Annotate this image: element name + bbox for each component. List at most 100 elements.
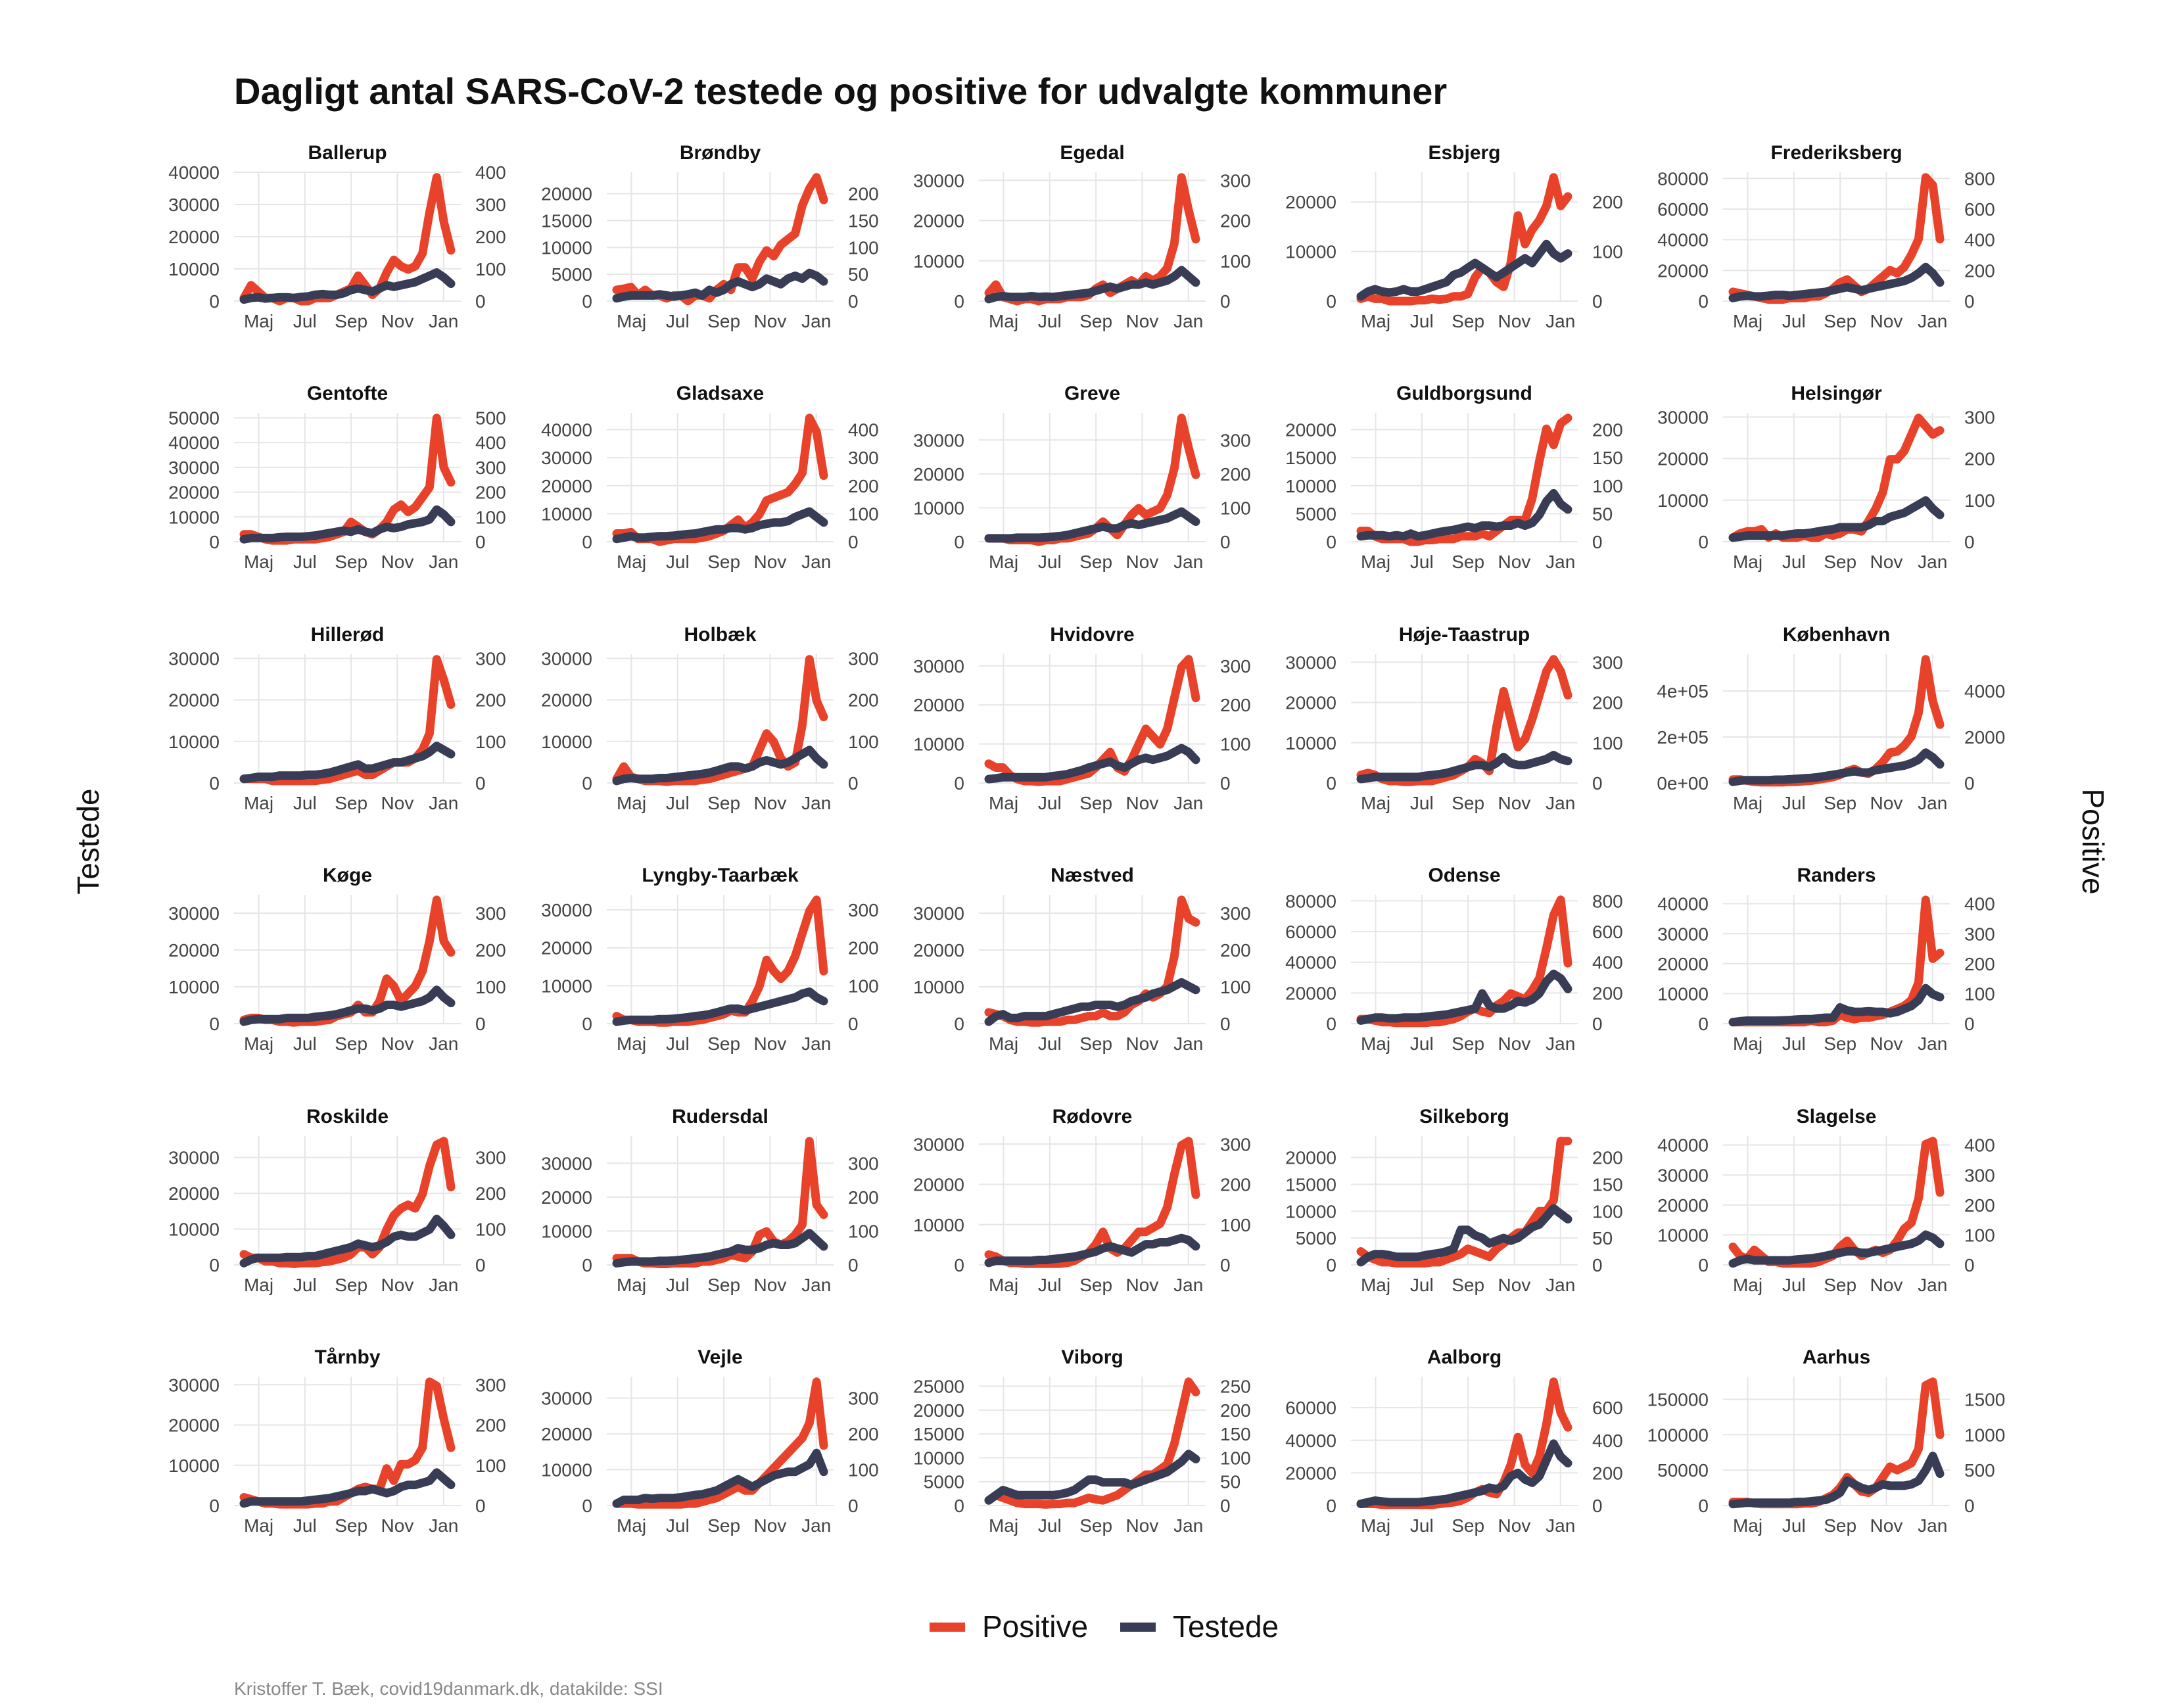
right-tick-label: 200 [475, 1415, 506, 1436]
series-line-testede [1728, 1230, 1945, 1268]
left-tick-label: 20000 [913, 1400, 964, 1421]
right-tick-label: 2000 [1964, 727, 2005, 747]
left-tick-label: 30000 [541, 900, 592, 920]
left-tick-label: 10000 [913, 251, 964, 272]
right-tick-label: 200 [848, 1424, 879, 1444]
left-tick-label: 60000 [1657, 199, 1709, 220]
month-tick-label: Sep [1452, 1033, 1484, 1054]
right-tick-label: 1000 [1964, 1425, 2005, 1445]
month-tick-label: Maj [1733, 311, 1762, 331]
month-tick-label: Jan [429, 552, 458, 572]
right-tick-label: 300 [475, 1375, 506, 1395]
month-tick-label: Jul [1410, 311, 1434, 331]
right-tick-label: 800 [1964, 168, 1995, 189]
series-line-positive [1356, 1137, 1572, 1268]
month-tick-label: Jan [801, 552, 831, 572]
right-tick-label: 200 [848, 476, 879, 496]
month-tick-label: Sep [1824, 1033, 1856, 1054]
month-tick-label: Maj [1361, 1033, 1390, 1054]
panel-title: Gladsaxe [676, 383, 764, 404]
right-tick-label: 400 [1964, 1135, 1995, 1156]
right-tick-label: 50 [1220, 1472, 1241, 1492]
right-tick-label: 200 [475, 940, 506, 961]
right-tick-label: 100 [1964, 984, 1995, 1004]
month-tick-label: Jan [1918, 1275, 1947, 1295]
left-tick-label: 10000 [541, 1221, 592, 1241]
month-tick-label: Jan [1173, 311, 1203, 331]
right-tick-label: 400 [848, 420, 879, 440]
month-tick-label: Jul [1038, 1033, 1062, 1054]
right-tick-label: 0 [848, 291, 859, 312]
left-tick-label: 20000 [541, 938, 592, 959]
series-line-testede [612, 1448, 828, 1508]
right-tick-label: 400 [475, 162, 506, 183]
panel-title: Aarhus [1803, 1346, 1870, 1368]
panel-26: Vejle 0 0 10000 100 20000 200 30000 300 Maj Jul Sep… [541, 1346, 879, 1536]
month-tick-label: Maj [989, 1275, 1018, 1295]
month-tick-label: Jan [429, 793, 458, 813]
month-tick-label: Jan [1918, 311, 1947, 331]
series-line-testede [1356, 488, 1572, 541]
month-tick-label: Jul [293, 793, 317, 813]
left-tick-label: 0 [582, 1014, 592, 1034]
month-tick-label: Sep [1824, 1275, 1856, 1295]
left-tick-label: 20000 [913, 464, 964, 485]
month-tick-label: Jul [666, 793, 690, 813]
left-tick-label: 0 [954, 291, 964, 312]
left-tick-label: 60000 [1285, 1398, 1336, 1418]
right-tick-label: 300 [848, 900, 879, 920]
right-tick-label: 0 [848, 1014, 859, 1034]
right-tick-label: 0 [1592, 1014, 1603, 1034]
left-tick-label: 15000 [1285, 1175, 1336, 1195]
left-tick-label: 40000 [1657, 894, 1709, 914]
month-tick-label: Jan [1546, 1033, 1575, 1054]
month-tick-label: Sep [1079, 311, 1112, 331]
left-tick-label: 20000 [1285, 693, 1336, 713]
right-tick-label: 400 [1964, 230, 1995, 250]
panel-title: Odense [1428, 865, 1500, 886]
panel-title: Hvidovre [1050, 624, 1134, 646]
panel-17: Næstved 0 0 10000 100 20000 200 30000 300 Maj Jul S… [913, 865, 1251, 1054]
left-tick-label: 30000 [168, 195, 220, 215]
left-tick-label: 30000 [168, 1148, 220, 1168]
right-tick-label: 0 [1964, 1496, 1975, 1516]
month-tick-label: Maj [1733, 793, 1762, 813]
month-tick-label: Sep [707, 311, 740, 331]
left-tick-label: 0 [1326, 773, 1336, 794]
panel-title: Frederiksberg [1770, 142, 1902, 164]
month-tick-label: Maj [617, 1515, 646, 1536]
panel-title: Tårnby [314, 1346, 380, 1368]
right-tick-label: 0 [1964, 773, 1975, 794]
panel-title: Vejle [697, 1346, 742, 1368]
month-tick-label: Sep [335, 311, 367, 331]
month-tick-label: Maj [244, 311, 273, 331]
left-tick-label: 20000 [541, 1187, 592, 1208]
right-tick-label: 200 [1592, 983, 1623, 1003]
month-tick-label: Nov [754, 1033, 787, 1054]
left-tick-label: 0 [1698, 532, 1709, 552]
right-tick-label: 200 [1220, 211, 1251, 231]
right-tick-label: 200 [1592, 1148, 1623, 1168]
right-tick-label: 0 [475, 1496, 486, 1516]
right-tick-label: 200 [475, 1183, 506, 1204]
left-tick-label: 30000 [1657, 407, 1709, 427]
month-tick-label: Jul [666, 1515, 690, 1536]
right-tick-label: 100 [475, 977, 506, 997]
month-tick-label: Nov [1498, 552, 1531, 572]
panel-title: Ballerup [308, 142, 387, 164]
panel-title: Slagelse [1797, 1106, 1877, 1127]
left-tick-label: 30000 [913, 170, 964, 191]
panel-title: Aalborg [1427, 1346, 1501, 1368]
chart-title: Dagligt antal SARS-CoV-2 testede og posi… [234, 70, 1447, 112]
month-tick-label: Sep [1452, 793, 1484, 813]
left-tick-label: 10000 [913, 734, 964, 755]
month-tick-label: Sep [1079, 552, 1112, 572]
left-tick-label: 0 [209, 1255, 220, 1275]
right-tick-label: 100 [848, 732, 879, 752]
month-tick-label: Sep [707, 1275, 740, 1295]
left-tick-label: 20000 [541, 476, 592, 496]
left-tick-label: 0 [582, 773, 592, 794]
right-tick-label: 150 [848, 211, 879, 231]
month-tick-label: Jul [1782, 793, 1806, 813]
